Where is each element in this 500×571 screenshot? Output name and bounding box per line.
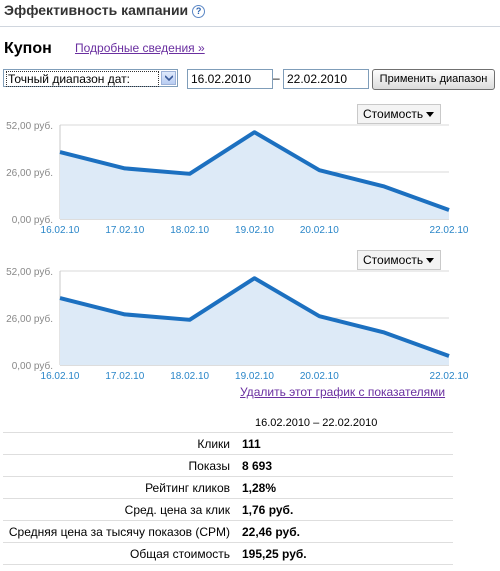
stats-row: Клики 111 bbox=[3, 432, 453, 455]
stats-value: 1,76 руб. bbox=[241, 498, 453, 521]
help-icon[interactable]: ? bbox=[192, 5, 206, 18]
y-tick-label: 0,00 руб. bbox=[12, 214, 53, 226]
chevron-down-icon[interactable] bbox=[161, 71, 176, 85]
stats-row: Показы 8 693 bbox=[3, 454, 453, 477]
stats-label: Рейтинг кликов bbox=[3, 476, 241, 499]
cost-chart-1: 52,00 руб. 26,00 руб. 0,00 руб.16.02.10 17.… bbox=[6, 120, 469, 236]
title-divider bbox=[0, 26, 500, 27]
x-tick-label: 18.02.10 bbox=[170, 371, 209, 382]
stats-label: Средняя цена за тысячу показов (CPM) bbox=[3, 520, 241, 543]
date-range-select[interactable]: Точный диапазон дат: bbox=[3, 69, 178, 87]
x-tick-label: 22.02.10 bbox=[430, 371, 469, 382]
x-tick-label: 16.02.10 bbox=[41, 371, 80, 382]
x-tick-label: 22.02.10 bbox=[430, 225, 469, 236]
x-tick-label: 17.02.10 bbox=[105, 225, 144, 236]
stats-value: 8 693 bbox=[241, 454, 453, 477]
x-tick-label: 20.02.10 bbox=[300, 371, 339, 382]
x-tick-label: 16.02.10 bbox=[41, 225, 80, 236]
metric-select-label: Стоимость bbox=[363, 253, 424, 267]
stats-table: Клики 111 Показы 8 693 Рейтинг кликов 1,28% Ср… bbox=[3, 432, 453, 565]
y-tick-label: 52,00 руб. bbox=[6, 120, 53, 132]
y-tick-label: 26,00 руб. bbox=[6, 313, 53, 325]
series-line bbox=[59, 276, 450, 358]
x-tick-label: 18.02.10 bbox=[170, 225, 209, 236]
stats-row: Средняя цена за тысячу показов (CPM) 22,4… bbox=[3, 520, 453, 543]
series-line bbox=[59, 130, 450, 212]
date-separator: – bbox=[273, 71, 280, 85]
stats-label: Клики bbox=[3, 432, 241, 455]
x-tick-label: 17.02.10 bbox=[105, 371, 144, 382]
stats-row: Сред. цена за клик 1,76 руб. bbox=[3, 498, 453, 521]
dropdown-arrow-icon bbox=[426, 258, 434, 263]
details-link[interactable]: Подробные сведения » bbox=[75, 41, 205, 55]
x-tick-label: 19.02.10 bbox=[235, 225, 274, 236]
stats-value: 1,28% bbox=[241, 476, 453, 499]
y-tick-label: 0,00 руб. bbox=[12, 360, 53, 372]
x-tick-label: 20.02.10 bbox=[300, 225, 339, 236]
metric-select-label: Стоимость bbox=[363, 107, 424, 121]
y-tick-label: 52,00 руб. bbox=[6, 266, 53, 278]
dropdown-arrow-icon bbox=[426, 112, 434, 117]
stats-row: Рейтинг кликов 1,28% bbox=[3, 476, 453, 499]
stats-label: Сред. цена за клик bbox=[3, 498, 241, 521]
metric-select-chart-1[interactable]: Стоимость bbox=[357, 104, 441, 124]
stats-row: Общая стоимость 195,25 руб. bbox=[3, 542, 453, 565]
area-fill bbox=[60, 278, 449, 365]
stats-value: 22,46 руб. bbox=[241, 520, 453, 543]
cost-chart-2: 52,00 руб. 26,00 руб. 0,00 руб.16.02.10 17.… bbox=[6, 266, 469, 382]
remove-chart-link[interactable]: Удалить этот график с показателями bbox=[240, 385, 446, 399]
date-range-select-value: Точный диапазон дат: bbox=[6, 71, 159, 87]
campaign-name: Купон bbox=[4, 40, 52, 57]
metric-select-chart-2[interactable]: Стоимость bbox=[357, 250, 441, 270]
stats-date-range: 16.02.2010 – 22.02.2010 bbox=[255, 417, 378, 429]
y-tick-label: 26,00 руб. bbox=[6, 167, 53, 179]
stats-value: 111 bbox=[241, 432, 453, 455]
stats-label: Показы bbox=[3, 454, 241, 477]
page-title: Эффективность кампании? bbox=[4, 2, 206, 18]
apply-range-button[interactable]: Применить диапазон bbox=[372, 69, 495, 90]
date-to-input[interactable] bbox=[283, 69, 369, 89]
x-tick-label: 19.02.10 bbox=[235, 371, 274, 382]
date-from-input[interactable] bbox=[187, 69, 273, 89]
stats-label: Общая стоимость bbox=[3, 542, 241, 565]
page-title-text: Эффективность кампании bbox=[4, 2, 189, 18]
area-fill bbox=[60, 132, 449, 219]
stats-value: 195,25 руб. bbox=[241, 542, 453, 565]
